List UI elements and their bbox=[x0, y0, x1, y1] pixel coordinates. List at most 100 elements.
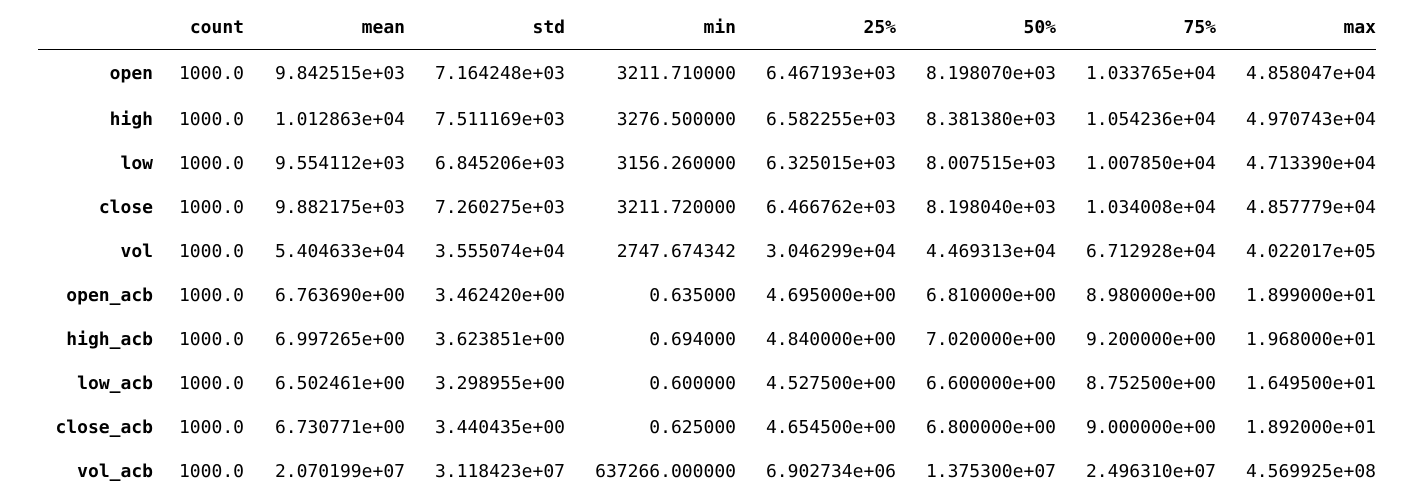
table-cell: 3.462420e+00 bbox=[434, 284, 565, 306]
table-cell: 6.467193e+03 bbox=[765, 62, 896, 84]
column-header: 50% bbox=[896, 7, 1056, 50]
table-cell: 1000.0 bbox=[178, 416, 244, 438]
row-label: low bbox=[120, 152, 153, 174]
table-cell: 8.752500e+00 bbox=[1085, 372, 1216, 394]
column-header: count bbox=[153, 7, 244, 50]
table-cell: 3.118423e+07 bbox=[434, 460, 565, 482]
table-cell: 1.033765e+04 bbox=[1085, 62, 1216, 84]
table-cell: 4.858047e+04 bbox=[1245, 62, 1376, 84]
row-label: vol_acb bbox=[77, 460, 153, 482]
table-cell: 8.198070e+03 bbox=[925, 62, 1056, 84]
table-cell: 0.694000 bbox=[649, 328, 736, 350]
table-cell: 3.440435e+00 bbox=[434, 416, 565, 438]
table-cell: 3276.500000 bbox=[616, 108, 736, 130]
table-row: high 1000.0 1.012863e+04 7.511169e+03 3276.5… bbox=[38, 98, 1376, 142]
table-row: low 1000.0 9.554112e+03 6.845206e+03 3156.26… bbox=[38, 142, 1376, 186]
table-row: open_acb 1000.0 6.763690e+00 3.462420e+00 0.… bbox=[38, 274, 1376, 318]
row-label: low_acb bbox=[77, 372, 153, 394]
table-row: close 1000.0 9.882175e+03 7.260275e+03 3211.… bbox=[38, 186, 1376, 230]
table-cell: 3211.710000 bbox=[616, 62, 736, 84]
table-cell: 1000.0 bbox=[178, 284, 244, 306]
table-header: count mean std min 25% 50% 75% max bbox=[38, 7, 1376, 50]
row-label: open_acb bbox=[66, 284, 153, 306]
column-header: min bbox=[565, 7, 736, 50]
row-label: close_acb bbox=[55, 416, 153, 438]
column-header: 25% bbox=[736, 7, 896, 50]
table-cell: 1.054236e+04 bbox=[1085, 108, 1216, 130]
column-header: 75% bbox=[1056, 7, 1216, 50]
table-cell: 1000.0 bbox=[178, 460, 244, 482]
table-cell: 1000.0 bbox=[178, 152, 244, 174]
table-cell: 4.022017e+05 bbox=[1245, 240, 1376, 262]
table-row: vol_acb 1000.0 2.070199e+07 3.118423e+07 637… bbox=[38, 450, 1376, 494]
table-cell: 6.730771e+00 bbox=[274, 416, 405, 438]
table-cell: 6.810000e+00 bbox=[925, 284, 1056, 306]
table-cell: 637266.000000 bbox=[595, 460, 736, 482]
table-cell: 1.034008e+04 bbox=[1085, 196, 1216, 218]
row-label: high_acb bbox=[66, 328, 153, 350]
table-cell: 7.020000e+00 bbox=[925, 328, 1056, 350]
header-row: count mean std min 25% 50% 75% max bbox=[38, 7, 1376, 50]
table-row: close_acb 1000.0 6.730771e+00 3.440435e+00 0… bbox=[38, 406, 1376, 450]
table-cell: 8.381380e+03 bbox=[925, 108, 1056, 130]
describe-table: count mean std min 25% 50% 75% max open 1000.0 9.… bbox=[38, 7, 1376, 494]
table-cell: 4.695000e+00 bbox=[765, 284, 896, 306]
column-header: max bbox=[1216, 7, 1376, 50]
table-cell: 8.980000e+00 bbox=[1085, 284, 1216, 306]
table-cell: 6.502461e+00 bbox=[274, 372, 405, 394]
table-cell: 9.842515e+03 bbox=[274, 62, 405, 84]
table-cell: 3.555074e+04 bbox=[434, 240, 565, 262]
column-header: std bbox=[405, 7, 565, 50]
table-cell: 4.469313e+04 bbox=[925, 240, 1056, 262]
row-label: high bbox=[109, 108, 153, 130]
row-label: vol bbox=[120, 240, 153, 262]
table-cell: 7.164248e+03 bbox=[434, 62, 565, 84]
table-cell: 1000.0 bbox=[178, 108, 244, 130]
table-cell: 1.375300e+07 bbox=[925, 460, 1056, 482]
table-cell: 2.496310e+07 bbox=[1085, 460, 1216, 482]
table-cell: 4.840000e+00 bbox=[765, 328, 896, 350]
table-cell: 4.654500e+00 bbox=[765, 416, 896, 438]
table-cell: 6.800000e+00 bbox=[925, 416, 1056, 438]
table-cell: 7.260275e+03 bbox=[434, 196, 565, 218]
table-cell: 0.635000 bbox=[649, 284, 736, 306]
table-cell: 9.000000e+00 bbox=[1085, 416, 1216, 438]
table-cell: 6.466762e+03 bbox=[765, 196, 896, 218]
table-cell: 1000.0 bbox=[178, 372, 244, 394]
table-cell: 6.325015e+03 bbox=[765, 152, 896, 174]
table-cell: 3.623851e+00 bbox=[434, 328, 565, 350]
table-cell: 6.902734e+06 bbox=[765, 460, 896, 482]
table-cell: 9.882175e+03 bbox=[274, 196, 405, 218]
table-cell: 2.070199e+07 bbox=[274, 460, 405, 482]
table-cell: 6.997265e+00 bbox=[274, 328, 405, 350]
table-cell: 4.713390e+04 bbox=[1245, 152, 1376, 174]
table-cell: 1000.0 bbox=[178, 196, 244, 218]
table-cell: 3.046299e+04 bbox=[765, 240, 896, 262]
table-cell: 6.763690e+00 bbox=[274, 284, 405, 306]
table-cell: 8.007515e+03 bbox=[925, 152, 1056, 174]
table-cell: 8.198040e+03 bbox=[925, 196, 1056, 218]
table-cell: 6.600000e+00 bbox=[925, 372, 1056, 394]
table-cell: 4.527500e+00 bbox=[765, 372, 896, 394]
table-cell: 1000.0 bbox=[178, 62, 244, 84]
row-label: open bbox=[109, 62, 153, 84]
table-cell: 3156.260000 bbox=[616, 152, 736, 174]
table-body: open 1000.0 9.842515e+03 7.164248e+03 3211.7… bbox=[38, 50, 1376, 494]
table-cell: 0.625000 bbox=[649, 416, 736, 438]
table-cell: 9.554112e+03 bbox=[274, 152, 405, 174]
table-row: low_acb 1000.0 6.502461e+00 3.298955e+00 0.6… bbox=[38, 362, 1376, 406]
table-cell: 4.857779e+04 bbox=[1245, 196, 1376, 218]
table-cell: 6.712928e+04 bbox=[1085, 240, 1216, 262]
row-label: close bbox=[98, 196, 153, 218]
table-cell: 1.899000e+01 bbox=[1245, 284, 1376, 306]
table-row: vol 1000.0 5.404633e+04 3.555074e+04 2747.67… bbox=[38, 230, 1376, 274]
table-cell: 9.200000e+00 bbox=[1085, 328, 1216, 350]
table-cell: 6.582255e+03 bbox=[765, 108, 896, 130]
table-cell: 1.007850e+04 bbox=[1085, 152, 1216, 174]
table-cell: 4.569925e+08 bbox=[1245, 460, 1376, 482]
table-cell: 1.968000e+01 bbox=[1245, 328, 1376, 350]
table-cell: 1.012863e+04 bbox=[274, 108, 405, 130]
table-row: high_acb 1000.0 6.997265e+00 3.623851e+00 0.… bbox=[38, 318, 1376, 362]
table-cell: 1.649500e+01 bbox=[1245, 372, 1376, 394]
table-row: open 1000.0 9.842515e+03 7.164248e+03 3211.7… bbox=[38, 50, 1376, 98]
